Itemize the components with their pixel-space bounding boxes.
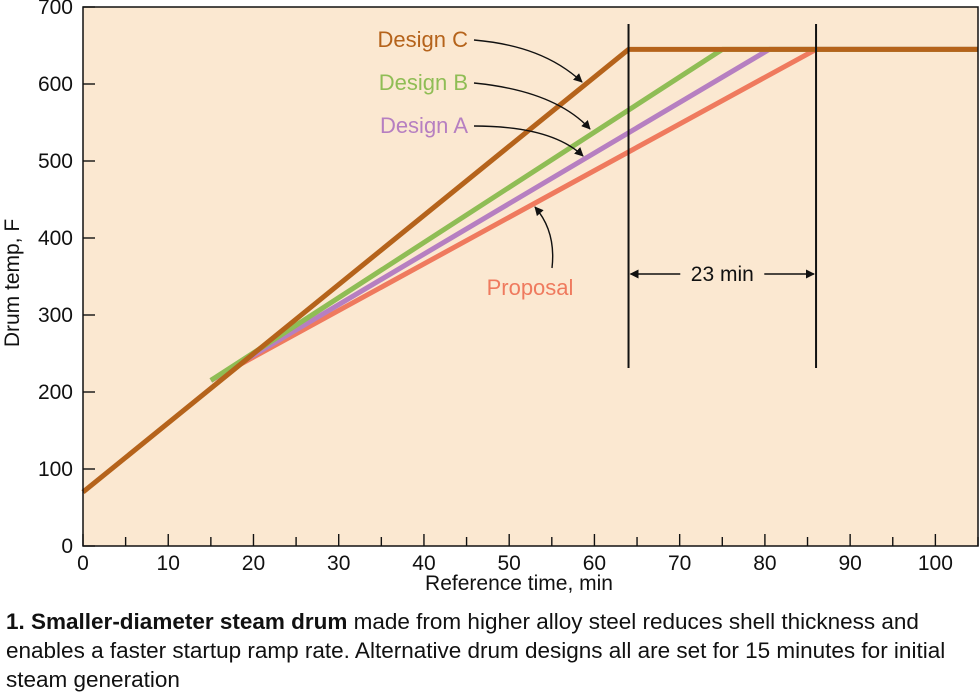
x-tick-label: 80 xyxy=(753,552,776,575)
series-label-design-b: Design B xyxy=(379,70,468,95)
x-tick-label: 50 xyxy=(498,552,521,575)
figure-caption: 1. Smaller-diameter steam drum made from… xyxy=(6,607,974,694)
x-tick-label: 40 xyxy=(412,552,435,575)
y-tick-label: 600 xyxy=(38,73,73,96)
series-label-leader xyxy=(534,206,554,269)
series-label-design-c: Design C xyxy=(378,27,469,52)
plot-background xyxy=(83,7,978,546)
y-tick-label: 100 xyxy=(38,458,73,481)
y-tick-label: 0 xyxy=(61,535,73,558)
y-tick-label: 200 xyxy=(38,381,73,404)
series-label-leader xyxy=(473,82,591,130)
y-tick-label: 700 xyxy=(38,0,73,19)
series-label-leader xyxy=(473,39,583,83)
series-label-design-a: Design A xyxy=(380,113,468,138)
caption-text: made from higher alloy steel reduces she… xyxy=(6,609,946,692)
y-axis-label: Drum temp, F xyxy=(1,219,24,347)
x-tick-label: 90 xyxy=(838,552,861,575)
x-tick-label: 30 xyxy=(327,552,350,575)
series-label-leader xyxy=(473,125,584,157)
series-label-proposal: Proposal xyxy=(487,275,574,300)
annotation-label: 23 min xyxy=(691,263,754,286)
x-tick-label: 20 xyxy=(242,552,265,575)
y-tick-label: 500 xyxy=(38,150,73,173)
x-tick-label: 70 xyxy=(668,552,691,575)
x-tick-label: 10 xyxy=(157,552,180,575)
x-tick-label: 100 xyxy=(918,552,953,575)
x-tick-label: 0 xyxy=(77,552,89,575)
caption-bold: 1. Smaller-diameter steam drum xyxy=(6,609,348,634)
x-tick-label: 60 xyxy=(583,552,606,575)
y-tick-label: 400 xyxy=(38,227,73,250)
x-axis-label: Reference time, min xyxy=(425,572,613,595)
plot-frame xyxy=(82,6,979,547)
chart: 0 10 20 30 40 50 60 70 80 90 100 0 100 200 300 400 500 60… xyxy=(1,0,979,595)
y-tick-label: 300 xyxy=(38,304,73,327)
